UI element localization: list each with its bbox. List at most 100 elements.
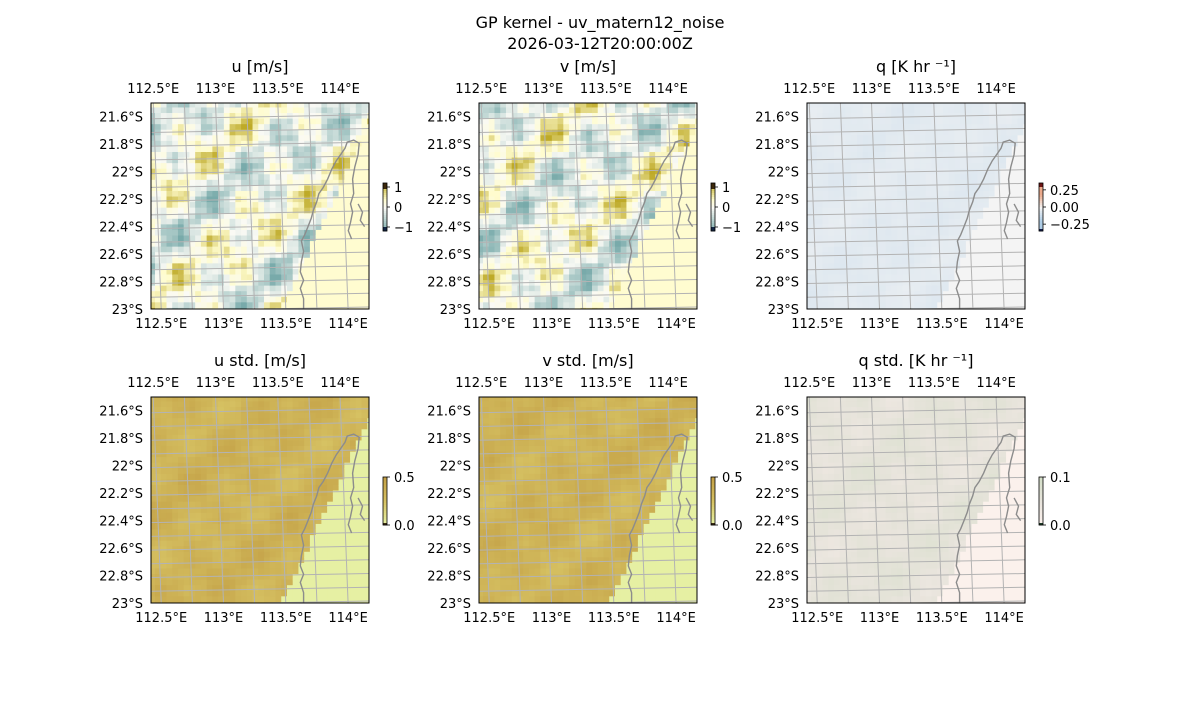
data-cell [649, 213, 655, 219]
data-cell [500, 219, 506, 225]
data-cell [230, 230, 236, 236]
data-cell [506, 174, 512, 180]
data-cell [230, 113, 236, 119]
data-cell [857, 258, 863, 264]
data-cell [954, 135, 960, 141]
data-cell [695, 130, 701, 136]
data-cell [235, 230, 241, 236]
data-cell [281, 169, 287, 175]
data-cell [506, 119, 512, 125]
data-cell [333, 174, 339, 180]
data-cell [298, 197, 304, 203]
data-cell [851, 146, 857, 152]
data-cell [863, 119, 869, 125]
data-cell [558, 191, 564, 197]
data-cell [275, 274, 281, 280]
data-cell [552, 180, 558, 186]
data-cell [661, 280, 667, 286]
data-cell [977, 113, 983, 119]
data-cell [356, 130, 362, 136]
data-cell [350, 286, 356, 292]
data-cell [632, 135, 638, 141]
data-cell [880, 124, 886, 130]
data-cell [943, 269, 949, 275]
data-cell [626, 107, 632, 113]
data-cell [523, 119, 529, 125]
data-cell [316, 274, 322, 280]
data-cell [598, 263, 604, 269]
data-cell [184, 124, 190, 130]
data-cell [327, 180, 333, 186]
data-cell [552, 113, 558, 119]
data-cell [356, 280, 362, 286]
data-cell [270, 263, 276, 269]
data-cell [373, 247, 379, 253]
data-cell [494, 208, 500, 214]
data-cell [540, 141, 546, 147]
data-cell [327, 130, 333, 136]
data-cell [575, 274, 581, 280]
data-cell [189, 158, 195, 164]
data-cell [275, 269, 281, 275]
data-cell [983, 208, 989, 214]
data-cell [672, 252, 678, 258]
data-cell [166, 230, 172, 236]
data-cell [546, 119, 552, 125]
data-cell [172, 219, 178, 225]
data-cell [989, 269, 995, 275]
data-cell [644, 169, 650, 175]
data-cell [264, 286, 270, 292]
data-cell [207, 208, 213, 214]
data-cell [494, 219, 500, 225]
data-cell [494, 191, 500, 197]
data-cell [626, 197, 632, 203]
data-cell [1029, 113, 1035, 119]
data-cell [212, 124, 218, 130]
data-cell [638, 241, 644, 247]
data-cell [552, 191, 558, 197]
data-cell [817, 180, 823, 186]
data-cell [684, 269, 690, 275]
data-cell [684, 174, 690, 180]
data-cell [817, 191, 823, 197]
data-cell [1018, 119, 1024, 125]
data-cell [920, 185, 926, 191]
data-cell [362, 119, 368, 125]
data-cell [178, 297, 184, 303]
data-cell [523, 124, 529, 130]
data-cell [828, 185, 834, 191]
data-cell [937, 135, 943, 141]
data-cell [845, 313, 851, 319]
data-cell [851, 313, 857, 319]
data-cell [178, 202, 184, 208]
data-cell [977, 141, 983, 147]
data-cell [172, 124, 178, 130]
data-cell [586, 146, 592, 152]
data-cell [977, 297, 983, 303]
data-cell [845, 163, 851, 169]
data-cell [1018, 174, 1024, 180]
data-cell [805, 258, 811, 264]
data-cell [701, 191, 707, 197]
data-cell [655, 269, 661, 275]
data-cell [477, 258, 483, 264]
data-cell [632, 163, 638, 169]
data-cell [207, 152, 213, 158]
data-cell [529, 280, 535, 286]
data-cell [644, 269, 650, 275]
data-cell [344, 130, 350, 136]
data-cell [592, 230, 598, 236]
data-cell [293, 208, 299, 214]
data-cell [1023, 291, 1029, 297]
data-cell [649, 119, 655, 125]
data-cell [638, 174, 644, 180]
data-cell [586, 124, 592, 130]
data-cell [615, 213, 621, 219]
data-cell [275, 202, 281, 208]
data-cell [293, 197, 299, 203]
data-cell [161, 163, 167, 169]
data-cell [868, 135, 874, 141]
data-cell [356, 174, 362, 180]
data-cell [304, 197, 310, 203]
data-cell [207, 241, 213, 247]
